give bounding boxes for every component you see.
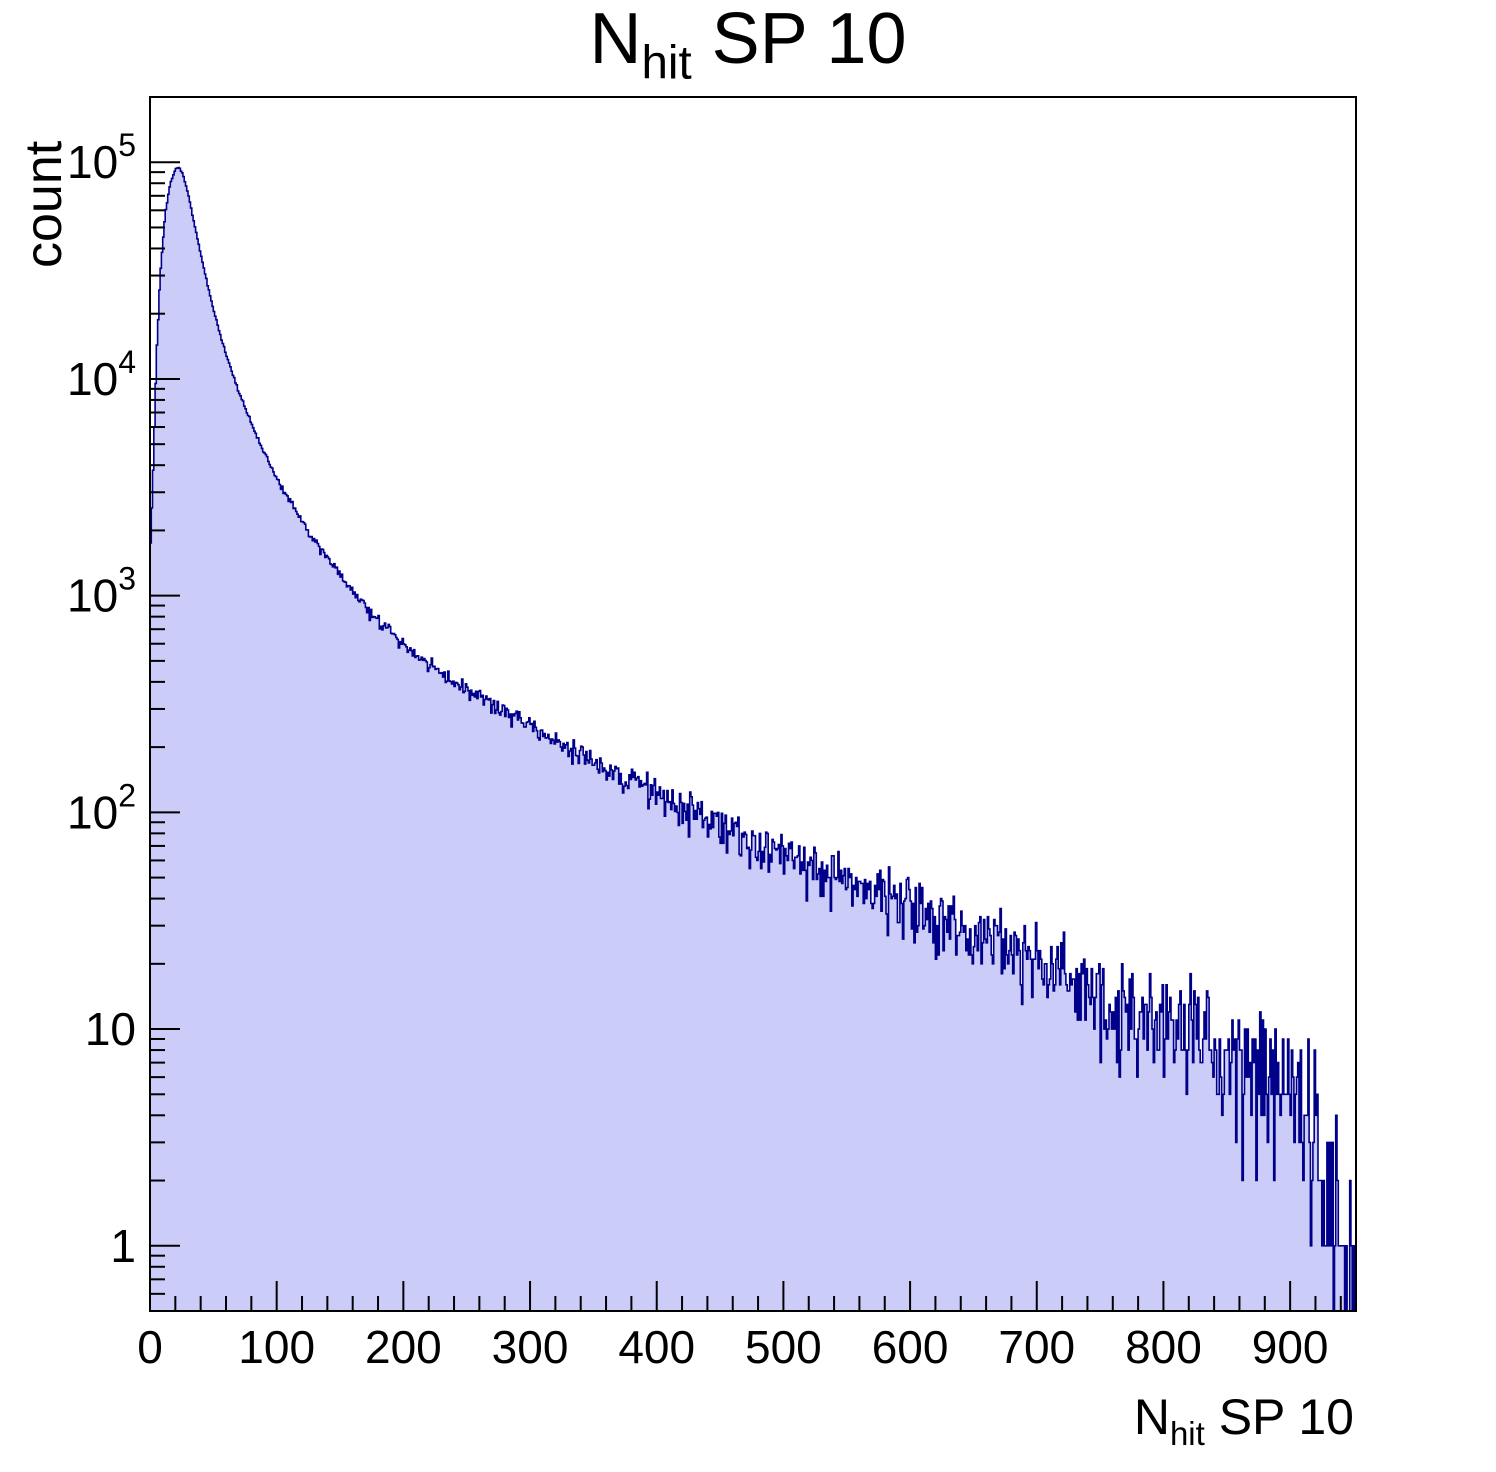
- x-label-subscript: hit: [1169, 1415, 1205, 1452]
- x-tick-label: 0: [137, 1321, 163, 1373]
- y-tick-label: 104: [67, 344, 136, 405]
- title-main: N: [589, 0, 642, 79]
- y-tick-label: 103: [67, 561, 136, 622]
- y-tick-label: 1: [110, 1220, 136, 1272]
- x-tick-label: 400: [618, 1321, 695, 1373]
- x-tick-label: 300: [492, 1321, 569, 1373]
- chart-title: Nhit SP 10: [0, 0, 1496, 90]
- x-tick-label: 600: [872, 1321, 949, 1373]
- x-axis-label: Nhit SP 10: [1134, 1388, 1354, 1453]
- plot-frame: [149, 96, 1357, 1312]
- title-rest: SP 10: [691, 0, 907, 79]
- histogram-fill: [150, 167, 1356, 1311]
- title-subscript: hit: [641, 36, 692, 90]
- x-tick-label: 900: [1252, 1321, 1329, 1373]
- y-tick-label: 10: [85, 1003, 136, 1055]
- x-tick-label: 800: [1125, 1321, 1202, 1373]
- x-tick-label: 100: [238, 1321, 315, 1373]
- x-label-main: N: [1133, 1389, 1170, 1445]
- x-tick-label: 200: [365, 1321, 442, 1373]
- x-tick-label: 700: [998, 1321, 1075, 1373]
- x-tick-label: 500: [745, 1321, 822, 1373]
- x-label-rest: SP 10: [1204, 1389, 1354, 1445]
- histogram-outline: [149, 166, 1356, 1312]
- y-tick-label: 105: [67, 127, 136, 188]
- y-tick-label: 102: [67, 777, 136, 838]
